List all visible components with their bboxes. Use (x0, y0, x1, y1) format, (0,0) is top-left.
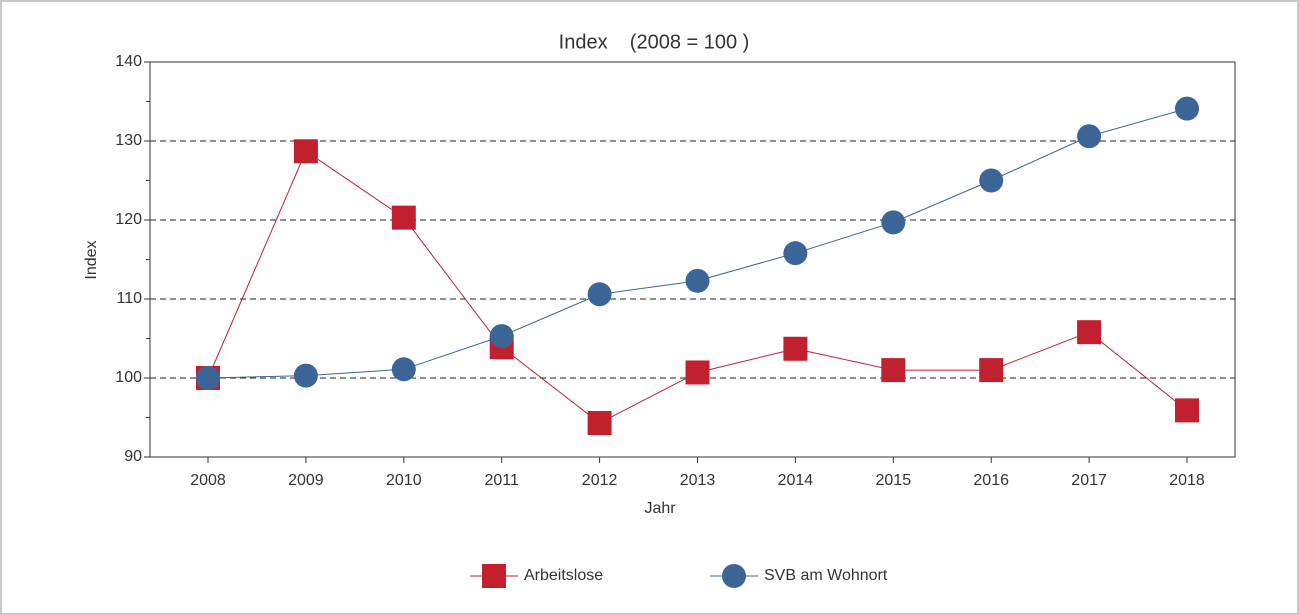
x-tick-label: 2011 (484, 472, 519, 489)
marker (1077, 320, 1102, 345)
legend-label: Arbeitslose (524, 567, 603, 584)
marker (391, 357, 416, 382)
legend-label: SVB am Wohnort (764, 567, 888, 584)
x-tick-label: 2018 (1169, 472, 1205, 489)
y-tick-label: 120 (115, 211, 142, 228)
marker (293, 139, 318, 164)
legend-marker (722, 564, 746, 588)
plot-area (149, 61, 1236, 458)
y-tick-label: 140 (115, 53, 142, 70)
x-tick-label: 2012 (582, 472, 618, 489)
x-tick-label: 2013 (680, 472, 716, 489)
marker (489, 324, 514, 349)
marker (783, 336, 808, 361)
marker (685, 360, 710, 385)
x-tick-label: 2009 (288, 472, 324, 489)
x-tick-label: 2015 (876, 472, 912, 489)
marker (1175, 398, 1199, 423)
marker (1175, 96, 1199, 121)
marker (293, 363, 318, 388)
x-tick-label: 2017 (1071, 472, 1107, 489)
y-tick-label: 130 (115, 132, 142, 149)
y-tick-label: 90 (124, 448, 142, 465)
marker (979, 358, 1004, 383)
x-tick-label: 2014 (778, 472, 814, 489)
y-tick-label: 110 (116, 290, 142, 307)
marker (391, 205, 416, 230)
x-tick-label: 2016 (973, 472, 1009, 489)
x-tick-label: 2010 (386, 472, 422, 489)
marker (587, 411, 612, 436)
marker (783, 241, 808, 266)
marker (881, 358, 906, 383)
marker (685, 268, 710, 293)
x-axis-label: Jahr (644, 500, 676, 517)
y-axis-label: Index (83, 240, 100, 279)
marker (881, 210, 906, 235)
legend-marker (482, 564, 506, 588)
marker (196, 366, 220, 390)
marker (1077, 124, 1102, 149)
chart-title: Index (2008 = 100 ) (559, 31, 750, 53)
marker (979, 168, 1004, 193)
x-tick-label: 2008 (190, 472, 226, 489)
marker (587, 282, 612, 307)
y-tick-label: 100 (115, 369, 142, 386)
